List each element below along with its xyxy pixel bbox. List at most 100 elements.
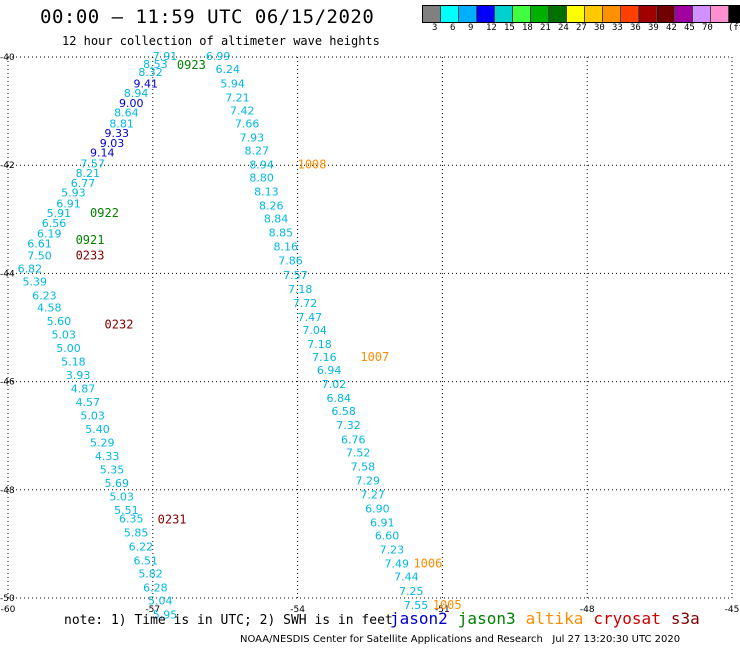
wave-height-label: 7.27 [360, 488, 385, 501]
wave-height-label: 6.61 [27, 237, 52, 250]
wave-height-label: 5.18 [61, 355, 86, 368]
wave-height-label: 5.39 [22, 275, 47, 288]
color-swatch [567, 6, 585, 22]
color-scale-label: 70 [702, 23, 713, 33]
wave-height-label: 4.33 [95, 450, 120, 463]
legend-item-jason2: jason2 [390, 609, 448, 628]
wave-height-label: 6.91 [370, 517, 395, 530]
wave-height-label: 5.60 [47, 315, 72, 328]
wave-height-label: 8.94 [124, 87, 149, 100]
color-swatch [549, 6, 567, 22]
wave-height-label: 8.94 [249, 158, 273, 171]
wave-height-label: 7.49 [384, 558, 409, 571]
wave-height-label: 6.94 [317, 364, 342, 377]
x-tick-label: -54 [290, 605, 305, 615]
wave-height-label: 5.51 [114, 504, 139, 517]
wave-height-label: 8.80 [249, 171, 273, 184]
wave-height-label: 4.57 [76, 396, 101, 409]
pass-id-label: 1005 [433, 598, 462, 612]
wave-height-label: 5.29 [90, 437, 115, 450]
y-tick-label: -40 [0, 53, 15, 63]
color-swatch [639, 6, 657, 22]
color-swatch [711, 6, 729, 22]
wave-height-label: 7.25 [399, 585, 424, 598]
wave-height-label: 8.85 [269, 227, 294, 240]
wave-height-label: 9.33 [105, 127, 129, 140]
wave-height-label: 6.51 [133, 554, 158, 567]
wave-height-label: 7.66 [235, 117, 260, 130]
color-scale-labels: 3 6 9 12 15 18 21 24 27 30 33 36 39 42 45 70 [422, 23, 740, 35]
color-swatch [603, 6, 621, 22]
color-scale-label: 15 [504, 23, 515, 33]
color-swatch [441, 6, 459, 22]
legend-item-cryosat: cryosat [593, 609, 661, 628]
wave-height-label: 7.18 [288, 283, 313, 296]
color-swatch [621, 6, 639, 22]
pass-id-label: 0232 [105, 318, 134, 332]
wave-height-label: 5.95 [153, 609, 178, 622]
y-tick-label: -46 [0, 378, 15, 388]
x-tick-label: -57 [145, 605, 160, 615]
wave-height-label: 5.03 [51, 328, 76, 341]
credit-line: NOAA/NESDIS Center for Satellite Applica… [240, 634, 681, 645]
legend-item-jason3: jason3 [457, 609, 516, 628]
wave-height-label: 7.57 [283, 269, 308, 282]
color-scale-label: 45 [684, 23, 695, 33]
color-swatch [477, 6, 495, 22]
wave-height-label: 7.47 [298, 311, 323, 324]
x-tick-label: -48 [580, 605, 595, 615]
wave-height-label: 3.93 [66, 369, 91, 382]
wave-height-label: 6.84 [327, 392, 352, 405]
pass-id-label: 0921 [76, 233, 105, 247]
y-tick-label: -42 [0, 161, 15, 171]
wave-height-label: 6.82 [18, 262, 43, 275]
wave-height-label: 5.04 [148, 594, 173, 607]
wave-height-label: 7.55 [404, 599, 429, 612]
color-scale-label: 12 [486, 23, 497, 33]
wave-height-label: 7.50 [27, 249, 52, 262]
y-tick-label: -44 [0, 269, 15, 279]
color-scale-label: 39 [648, 23, 659, 33]
color-scale-label: 36 [630, 23, 641, 33]
color-scale-unit: (ft) [728, 23, 740, 33]
y-tick-label: -50 [0, 594, 15, 604]
color-swatch [585, 6, 603, 22]
wave-height-label: 8.32 [138, 66, 163, 79]
color-swatch [495, 6, 513, 22]
color-scale-label: 9 [468, 23, 474, 33]
wave-height-label: 6.24 [216, 63, 241, 76]
wave-height-label: 6.22 [129, 540, 154, 553]
x-tick-label: -51 [435, 605, 450, 615]
wave-height-label: 6.76 [341, 433, 366, 446]
wave-height-label: 7.29 [356, 474, 381, 487]
wave-height-label: 6.23 [32, 289, 57, 302]
wave-height-label: 7.52 [346, 446, 371, 459]
color-scale-label: 3 [432, 23, 438, 33]
wave-height-label: 7.72 [293, 297, 318, 310]
color-swatch [423, 6, 441, 22]
color-scale-label: 33 [612, 23, 623, 33]
wave-height-label: 7.42 [230, 104, 255, 117]
page-subtitle: 12 hour collection of altimeter wave hei… [62, 34, 380, 48]
x-tick-label: -45 [725, 605, 740, 615]
legend-item-s3a: s3a [670, 609, 700, 628]
color-swatch [675, 6, 693, 22]
legend-item-altika: altika [525, 609, 584, 628]
wave-height-label: 5.00 [56, 342, 80, 355]
wave-height-label: 5.91 [47, 207, 72, 220]
wave-height-label: 7.18 [307, 338, 332, 351]
wave-height-label: 4.58 [37, 301, 62, 314]
color-swatch [657, 6, 675, 22]
wave-height-label: 5.35 [100, 464, 125, 477]
wave-height-label: 8.53 [143, 58, 168, 71]
wave-height-label: 8.81 [109, 117, 134, 130]
wave-height-label: 6.19 [37, 228, 62, 241]
wave-height-label: 6.35 [119, 512, 144, 525]
wave-height-label: 5.85 [124, 526, 149, 539]
wave-height-label: 5.82 [138, 567, 163, 580]
pass-id-label: 1008 [298, 157, 327, 171]
wave-height-label: 7.44 [394, 571, 419, 584]
wave-height-label: 5.40 [85, 423, 110, 436]
wave-height-label: 6.60 [375, 530, 400, 543]
wave-height-label: 6.99 [206, 50, 231, 63]
